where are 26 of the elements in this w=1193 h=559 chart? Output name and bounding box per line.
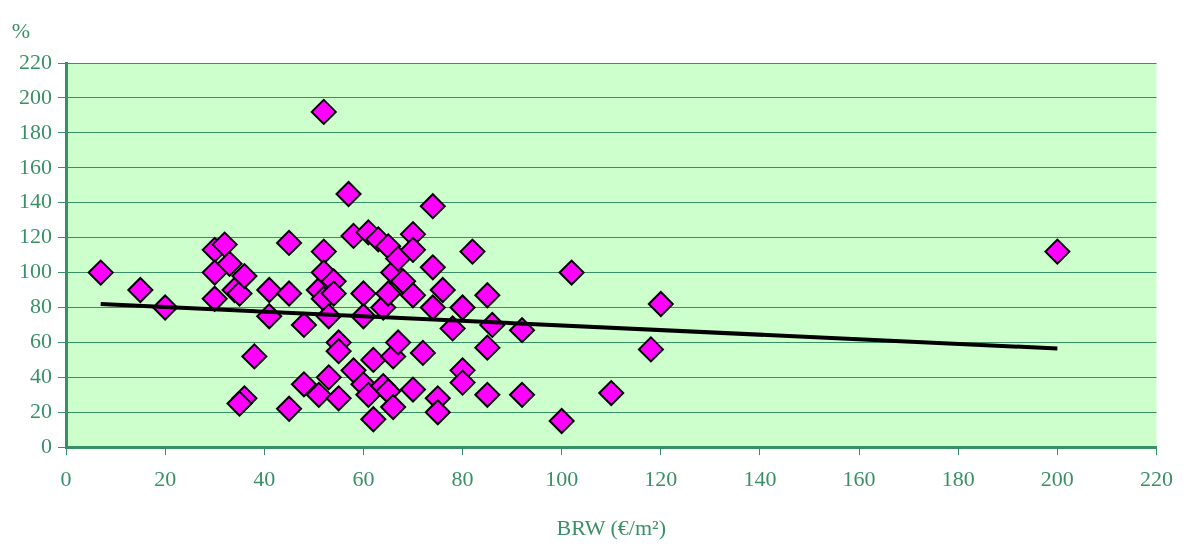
y-tick-label: 120 — [19, 223, 52, 249]
x-tick-label: 40 — [253, 466, 276, 492]
y-tick-label: 40 — [30, 363, 52, 389]
y-tick-label: 200 — [19, 83, 52, 109]
x-tick-label: 180 — [941, 466, 975, 492]
x-tick-label: 0 — [60, 466, 72, 492]
x-tick-label: 20 — [154, 466, 177, 492]
x-tick-label: 80 — [451, 466, 474, 492]
x-tick-label: 220 — [1140, 466, 1173, 492]
x-tick-label: 160 — [842, 466, 876, 492]
y-tick-label: 160 — [19, 153, 52, 179]
x-tick-label: 60 — [352, 466, 375, 492]
y-tick-label: 80 — [30, 293, 52, 319]
x-tick-label: 140 — [743, 466, 777, 492]
y-tick-label: 180 — [19, 118, 52, 144]
y-tick-label: 140 — [19, 188, 52, 214]
x-tick-label: 120 — [644, 466, 678, 492]
y-tick-label: 20 — [30, 398, 52, 424]
x-tick-label: 100 — [545, 466, 579, 492]
y-tick-label: 100 — [19, 258, 52, 284]
x-tick-label: 200 — [1040, 466, 1074, 492]
y-tick-label: 220 — [19, 48, 52, 74]
x-axis-title: BRW (€/m²) — [556, 514, 666, 540]
y-axis-title: % — [11, 17, 31, 43]
y-tick-label: 60 — [30, 328, 52, 354]
y-tick-label: 0 — [41, 432, 52, 458]
